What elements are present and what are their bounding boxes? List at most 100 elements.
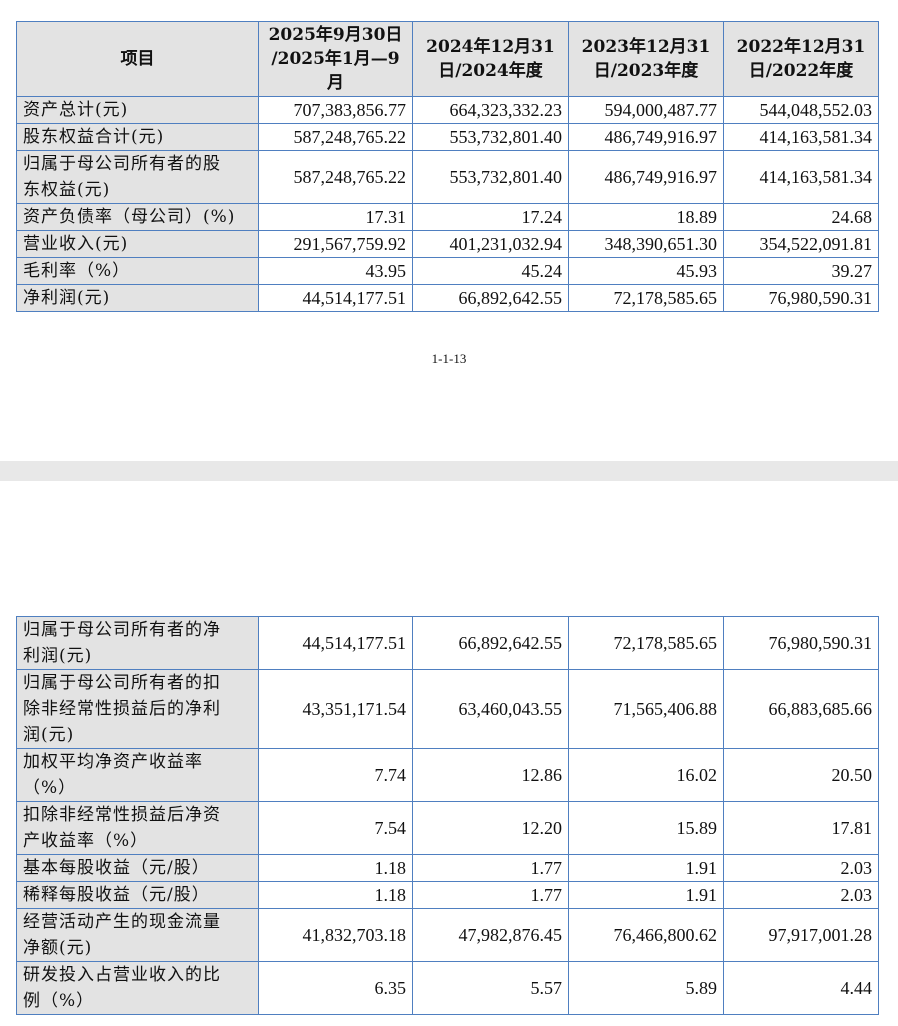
cell-value: 72,178,585.65 (568, 616, 724, 670)
cell-value: 401,231,032.94 (412, 230, 569, 258)
column-header-period: 2023年12月31 日/2023年度 (568, 21, 724, 97)
cell-value: 76,466,800.62 (568, 908, 724, 962)
cell-value: 414,163,581.34 (723, 150, 879, 204)
cell-value: 4.44 (723, 961, 879, 1015)
cell-value: 587,248,765.22 (258, 150, 413, 204)
cell-value: 486,749,916.97 (568, 123, 724, 151)
cell-value: 6.35 (258, 961, 413, 1015)
row-label: 加权平均净资产收益率 （%） (16, 748, 259, 802)
row-label: 净利润(元) (16, 284, 259, 312)
cell-value: 16.02 (568, 748, 724, 802)
financial-table-1: 项目 2025年9月30日 /2025年1月—9 月 2024年12月31 日/20… (16, 21, 879, 312)
row-label: 资产负债率（母公司）(%) (16, 203, 259, 231)
cell-value: 15.89 (568, 801, 724, 855)
cell-value: 664,323,332.23 (412, 96, 569, 124)
row-label: 资产总计(元) (16, 96, 259, 124)
cell-value: 66,892,642.55 (412, 284, 569, 312)
cell-value: 2.03 (723, 854, 879, 882)
table-row: 归属于母公司所有者的扣 除非经常性损益后的净利 润(元) 43,351,171.5… (16, 669, 879, 749)
cell-value: 12.20 (412, 801, 569, 855)
cell-value: 71,565,406.88 (568, 669, 724, 749)
cell-value: 1.91 (568, 854, 724, 882)
column-header-period: 2022年12月31 日/2022年度 (723, 21, 879, 97)
cell-value: 7.74 (258, 748, 413, 802)
cell-value: 66,883,685.66 (723, 669, 879, 749)
row-label: 营业收入(元) (16, 230, 259, 258)
row-label: 扣除非经常性损益后净资 产收益率（%） (16, 801, 259, 855)
cell-value: 7.54 (258, 801, 413, 855)
cell-value: 5.89 (568, 961, 724, 1015)
cell-value: 66,892,642.55 (412, 616, 569, 670)
cell-value: 348,390,651.30 (568, 230, 724, 258)
cell-value: 41,832,703.18 (258, 908, 413, 962)
cell-value: 1.91 (568, 881, 724, 909)
cell-value: 72,178,585.65 (568, 284, 724, 312)
header-row: 项目 2025年9月30日 /2025年1月—9 月 2024年12月31 日/20… (16, 21, 879, 97)
cell-value: 354,522,091.81 (723, 230, 879, 258)
column-header-period: 2025年9月30日 /2025年1月—9 月 (258, 21, 413, 97)
cell-value: 553,732,801.40 (412, 150, 569, 204)
cell-value: 291,567,759.92 (258, 230, 413, 258)
cell-value: 2.03 (723, 881, 879, 909)
cell-value: 20.50 (723, 748, 879, 802)
cell-value: 44,514,177.51 (258, 284, 413, 312)
row-label: 归属于母公司所有者的股 东权益(元) (16, 150, 259, 204)
cell-value: 39.27 (723, 257, 879, 285)
table-row: 研发投入占营业收入的比 例（%） 6.35 5.57 5.89 4.44 (16, 961, 879, 1015)
cell-value: 587,248,765.22 (258, 123, 413, 151)
row-label: 经营活动产生的现金流量 净额(元) (16, 908, 259, 962)
cell-value: 707,383,856.77 (258, 96, 413, 124)
table-row: 稀释每股收益（元/股） 1.18 1.77 1.91 2.03 (16, 881, 879, 909)
row-label: 稀释每股收益（元/股） (16, 881, 259, 909)
row-label: 归属于母公司所有者的扣 除非经常性损益后的净利 润(元) (16, 669, 259, 749)
cell-value: 12.86 (412, 748, 569, 802)
cell-value: 63,460,043.55 (412, 669, 569, 749)
row-label: 股东权益合计(元) (16, 123, 259, 151)
table-row: 资产负债率（母公司）(%) 17.31 17.24 18.89 24.68 (16, 203, 879, 231)
column-header-period: 2024年12月31 日/2024年度 (412, 21, 569, 97)
row-label: 毛利率（%） (16, 257, 259, 285)
table-row: 经营活动产生的现金流量 净额(元) 41,832,703.18 47,982,876… (16, 908, 879, 962)
cell-value: 1.18 (258, 881, 413, 909)
table-row: 归属于母公司所有者的股 东权益(元) 587,248,765.22 553,732,… (16, 150, 879, 204)
cell-value: 1.77 (412, 854, 569, 882)
table-row: 加权平均净资产收益率 （%） 7.74 12.86 16.02 20.50 (16, 748, 879, 802)
cell-value: 18.89 (568, 203, 724, 231)
table-row: 资产总计(元) 707,383,856.77 664,323,332.23 594,0… (16, 96, 879, 124)
cell-value: 17.81 (723, 801, 879, 855)
cell-value: 594,000,487.77 (568, 96, 724, 124)
cell-value: 544,048,552.03 (723, 96, 879, 124)
table-row: 毛利率（%） 43.95 45.24 45.93 39.27 (16, 257, 879, 285)
cell-value: 76,980,590.31 (723, 616, 879, 670)
cell-value: 47,982,876.45 (412, 908, 569, 962)
table-row: 营业收入(元) 291,567,759.92 401,231,032.94 348,3… (16, 230, 879, 258)
page-separator (0, 461, 898, 481)
cell-value: 1.77 (412, 881, 569, 909)
table-row: 扣除非经常性损益后净资 产收益率（%） 7.54 12.20 15.89 17.81 (16, 801, 879, 855)
cell-value: 486,749,916.97 (568, 150, 724, 204)
column-header-item: 项目 (16, 21, 259, 97)
cell-value: 414,163,581.34 (723, 123, 879, 151)
table-row: 股东权益合计(元) 587,248,765.22 553,732,801.40 486… (16, 123, 879, 151)
cell-value: 44,514,177.51 (258, 616, 413, 670)
cell-value: 553,732,801.40 (412, 123, 569, 151)
table-row: 归属于母公司所有者的净 利润(元) 44,514,177.51 66,892,642… (16, 616, 879, 670)
cell-value: 24.68 (723, 203, 879, 231)
page-number: 1-1-13 (431, 351, 467, 366)
table-row: 基本每股收益（元/股） 1.18 1.77 1.91 2.03 (16, 854, 879, 882)
cell-value: 17.31 (258, 203, 413, 231)
cell-value: 45.24 (412, 257, 569, 285)
cell-value: 1.18 (258, 854, 413, 882)
cell-value: 76,980,590.31 (723, 284, 879, 312)
cell-value: 43.95 (258, 257, 413, 285)
row-label: 基本每股收益（元/股） (16, 854, 259, 882)
cell-value: 43,351,171.54 (258, 669, 413, 749)
cell-value: 5.57 (412, 961, 569, 1015)
row-label: 归属于母公司所有者的净 利润(元) (16, 616, 259, 670)
cell-value: 45.93 (568, 257, 724, 285)
financial-table-2: 归属于母公司所有者的净 利润(元) 44,514,177.51 66,892,642… (16, 616, 879, 1015)
cell-value: 97,917,001.28 (723, 908, 879, 962)
table-row: 净利润(元) 44,514,177.51 66,892,642.55 72,178,5… (16, 284, 879, 312)
row-label: 研发投入占营业收入的比 例（%） (16, 961, 259, 1015)
cell-value: 17.24 (412, 203, 569, 231)
